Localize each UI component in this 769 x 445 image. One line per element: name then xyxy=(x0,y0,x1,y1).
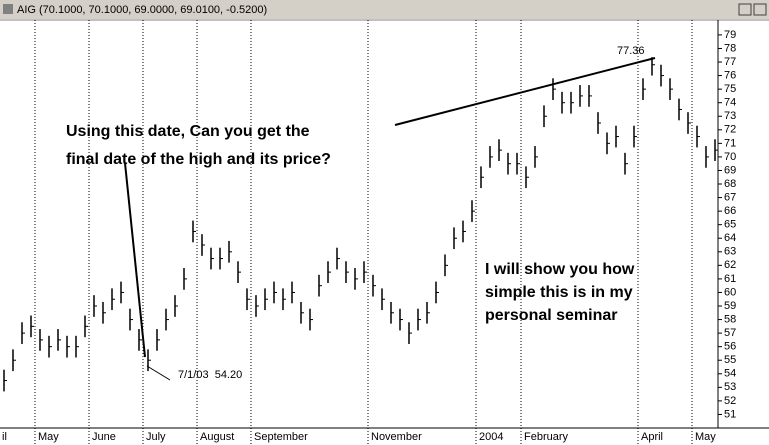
close-button[interactable] xyxy=(753,3,767,16)
y-tick-label: 78 xyxy=(724,42,736,54)
pointer-line xyxy=(146,365,171,381)
x-tick-label: June xyxy=(92,431,116,443)
y-tick-label: 62 xyxy=(724,259,736,271)
y-tick-label: 68 xyxy=(724,178,736,190)
window-icon xyxy=(3,4,13,14)
annotation: 77.36 xyxy=(617,45,645,57)
x-tick-label: May xyxy=(695,431,716,443)
x-tick-label: February xyxy=(524,431,569,443)
chart-title: AIG (70.1000, 70.1000, 69.0000, 69.0100,… xyxy=(17,4,267,16)
annotation: personal seminar xyxy=(485,307,618,324)
y-tick-label: 59 xyxy=(724,300,736,312)
y-tick-label: 75 xyxy=(724,83,736,95)
y-tick-label: 77 xyxy=(724,56,736,68)
annotation: final date of the high and its price? xyxy=(66,151,331,168)
x-tick-label: 2004 xyxy=(479,431,503,443)
y-tick-label: 52 xyxy=(724,395,736,407)
y-tick-label: 60 xyxy=(724,286,736,298)
y-tick-label: 54 xyxy=(724,368,736,380)
y-tick-label: 74 xyxy=(724,97,736,109)
x-tick-label: il xyxy=(2,431,7,443)
x-tick-label: August xyxy=(200,431,234,443)
y-tick-label: 64 xyxy=(724,232,736,244)
y-tick-label: 76 xyxy=(724,69,736,81)
pointer-line xyxy=(124,162,146,358)
y-tick-label: 65 xyxy=(724,219,736,231)
x-tick-label: September xyxy=(254,431,308,443)
x-tick-label: April xyxy=(641,431,663,443)
y-tick-label: 71 xyxy=(724,137,736,149)
y-tick-label: 79 xyxy=(724,29,736,41)
y-tick-label: 58 xyxy=(724,313,736,325)
y-tick-label: 51 xyxy=(724,408,736,420)
y-tick-label: 57 xyxy=(724,327,736,339)
y-tick-label: 61 xyxy=(724,273,736,285)
annotation: 7/1/03 54.20 xyxy=(178,369,242,381)
y-tick-label: 72 xyxy=(724,124,736,136)
x-tick-label: November xyxy=(371,431,422,443)
y-tick-label: 70 xyxy=(724,151,736,163)
y-tick-label: 53 xyxy=(724,381,736,393)
trend-line xyxy=(394,57,656,126)
y-tick-label: 73 xyxy=(724,110,736,122)
y-tick-label: 55 xyxy=(724,354,736,366)
annotation: I will show you how xyxy=(485,261,635,278)
y-tick-label: 63 xyxy=(724,246,736,258)
annotation: Using this date, Can you get the xyxy=(66,123,310,140)
y-tick-label: 67 xyxy=(724,191,736,203)
maximize-button[interactable] xyxy=(738,3,752,16)
x-tick-label: May xyxy=(38,431,59,443)
y-tick-label: 66 xyxy=(724,205,736,217)
plot xyxy=(3,20,718,445)
y-tick-label: 56 xyxy=(724,341,736,353)
title-bar xyxy=(0,0,769,19)
x-tick-label: July xyxy=(146,431,166,443)
annotation: simple this is in my xyxy=(485,284,633,301)
y-tick-label: 69 xyxy=(724,164,736,176)
